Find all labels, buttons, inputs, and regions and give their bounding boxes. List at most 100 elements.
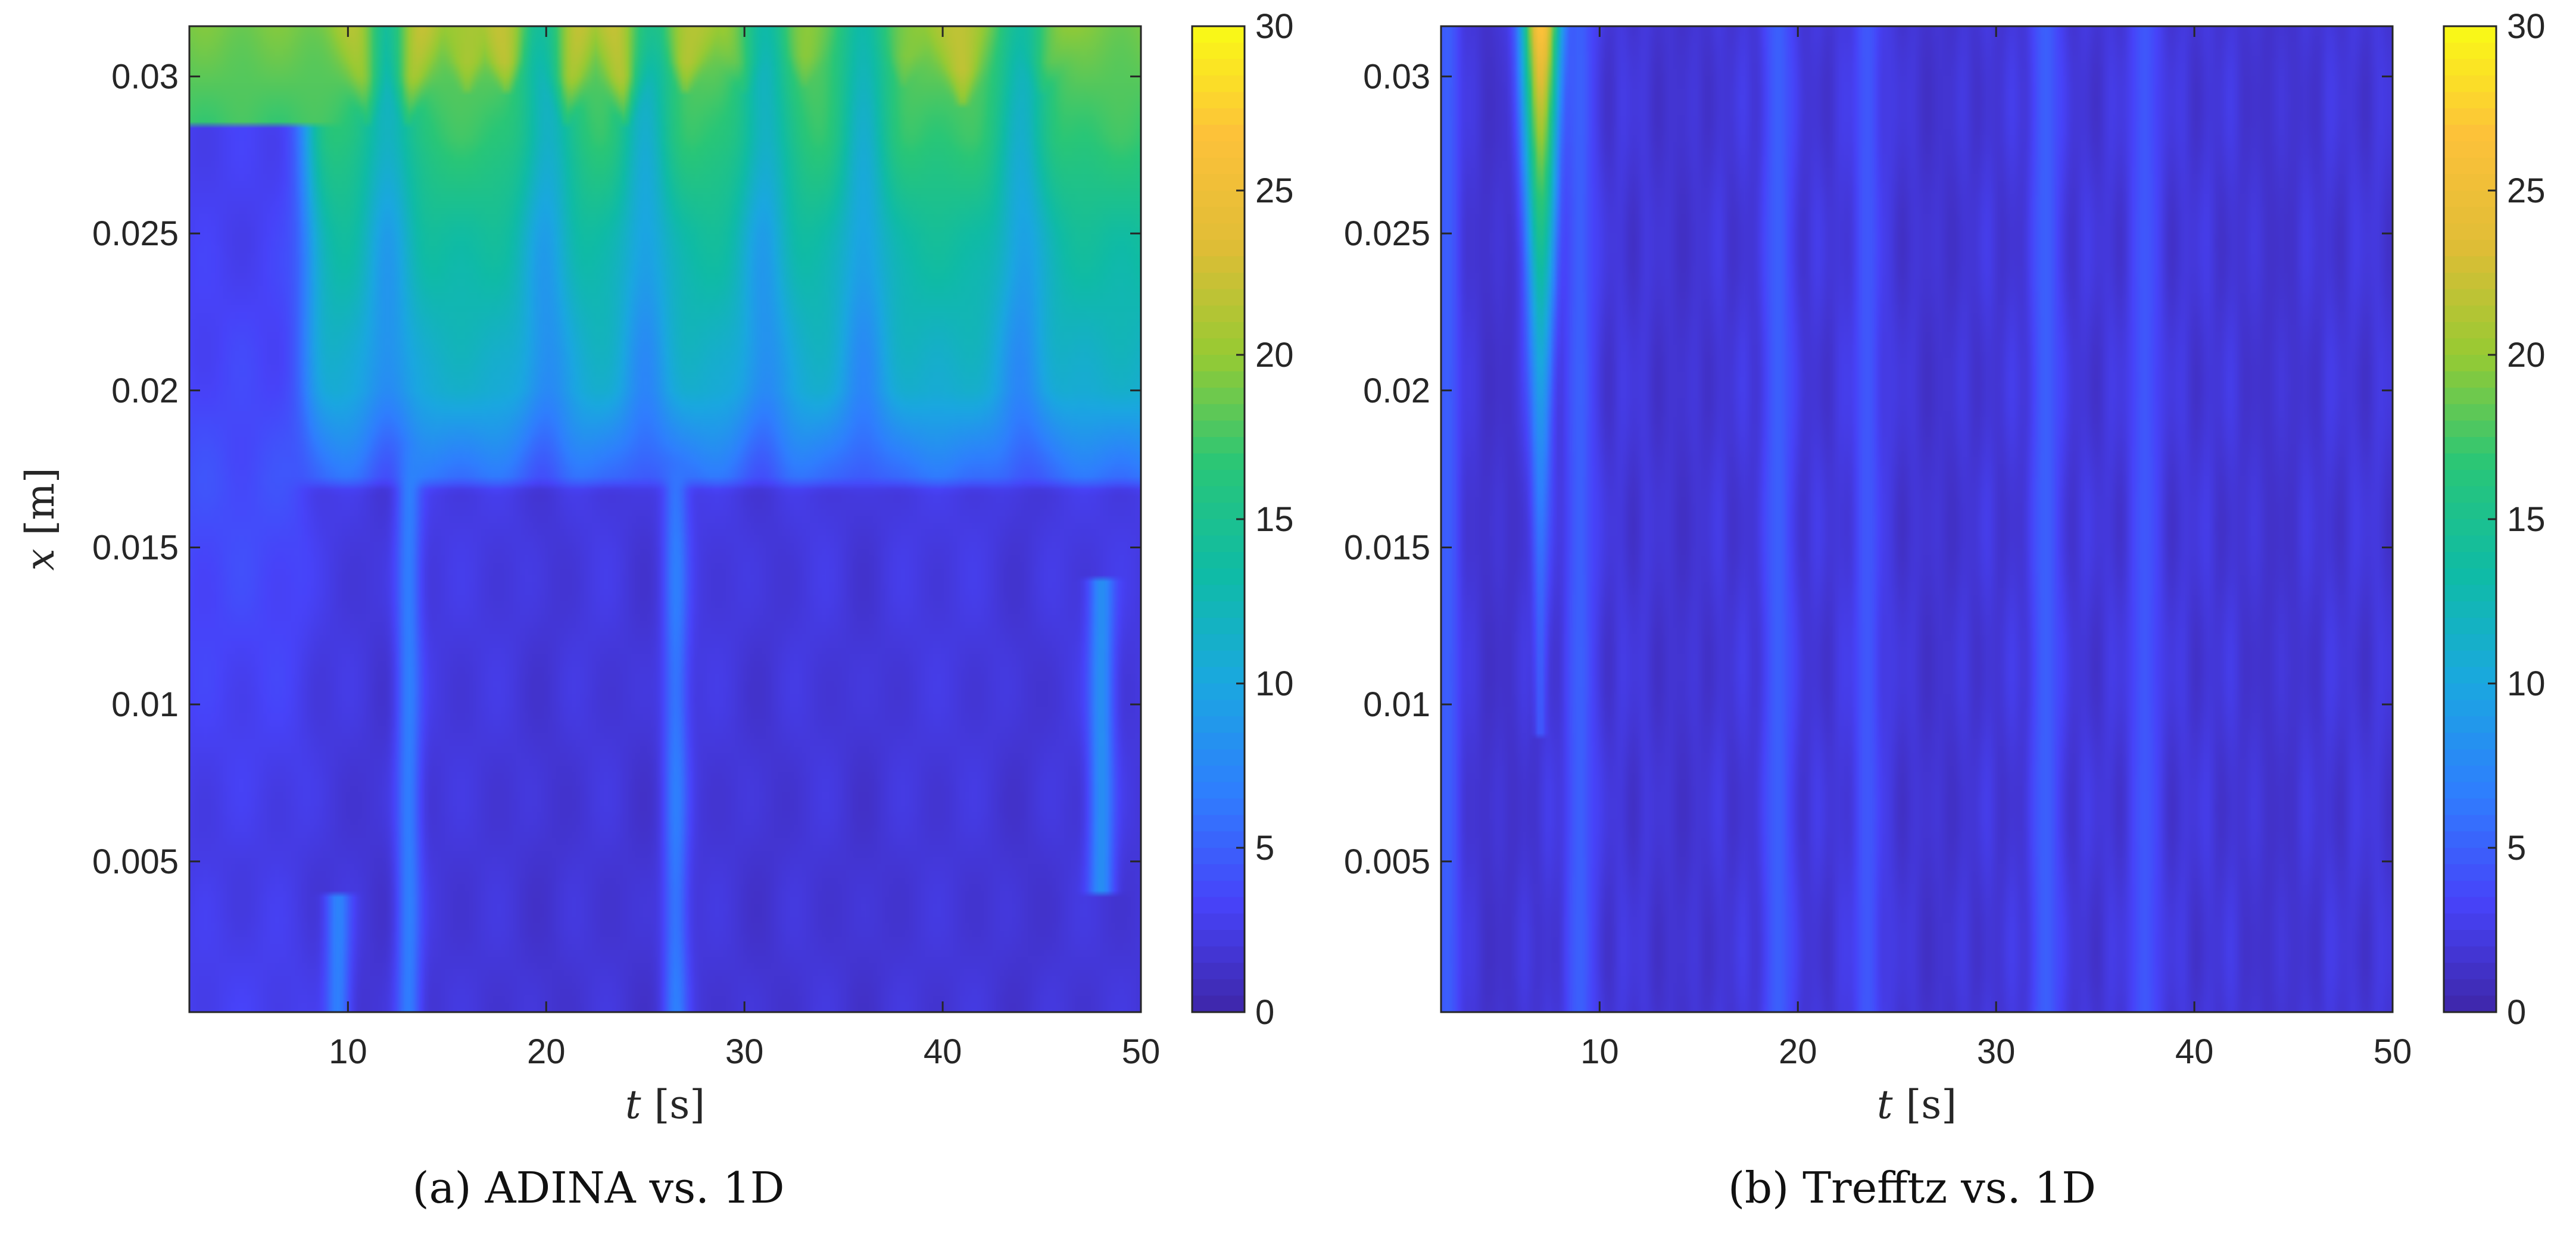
colorbar-segment xyxy=(1192,388,1245,405)
x-tick-label: 50 xyxy=(1122,1032,1161,1071)
colorbar-segment xyxy=(2444,355,2496,372)
colorbar-segment xyxy=(1192,881,1245,898)
colorbar-tick-label: 5 xyxy=(1255,829,1274,867)
colorbar-segment xyxy=(2444,75,2496,93)
colorbar-segment xyxy=(2444,305,2496,323)
colorbar-segment xyxy=(1192,568,1245,586)
colorbar-segment xyxy=(2444,732,2496,750)
colorbar-segment xyxy=(1192,913,1245,931)
colorbar-segment xyxy=(1192,798,1245,816)
colorbar-segment xyxy=(2444,585,2496,602)
colorbar-tick-label: 15 xyxy=(2507,500,2546,539)
x-tick-label: 40 xyxy=(2175,1032,2214,1071)
colorbar-segment xyxy=(2444,470,2496,487)
colorbar-segment xyxy=(1192,716,1245,733)
colorbar-segment xyxy=(1192,650,1245,668)
colorbar-segment xyxy=(2444,716,2496,733)
y-tick-label: 0.005 xyxy=(1344,842,1430,881)
x-tick-label: 30 xyxy=(1977,1032,2016,1071)
colorbar-segment xyxy=(1192,897,1245,914)
colorbar-segment xyxy=(2444,223,2496,241)
colorbar-segment xyxy=(1192,223,1245,241)
colorbar-segment xyxy=(2444,124,2496,142)
colorbar-segment xyxy=(2444,141,2496,158)
colorbar-segment xyxy=(2444,749,2496,766)
colorbar-segment xyxy=(2444,881,2496,898)
colorbar-segment xyxy=(1192,59,1245,76)
colorbar-tick-label: 0 xyxy=(1255,993,1274,1032)
colorbar-tick-label: 0 xyxy=(2507,993,2526,1032)
colorbar-segment xyxy=(2444,782,2496,800)
colorbar-segment xyxy=(1192,256,1245,273)
colorbar-segment xyxy=(2444,864,2496,882)
colorbar-segment xyxy=(1192,108,1245,126)
colorbar-tick-label: 10 xyxy=(1255,664,1294,703)
plot-frame xyxy=(1440,25,2394,1013)
colorbar-segment xyxy=(1192,124,1245,142)
colorbar-segment xyxy=(1192,782,1245,800)
colorbar-segment xyxy=(1192,420,1245,438)
colorbar-segment xyxy=(2444,552,2496,569)
plot-frame xyxy=(188,25,1142,1013)
colorbar-segment xyxy=(2444,207,2496,224)
y-tick-label: 0.01 xyxy=(1363,685,1430,724)
colorbar-segment xyxy=(2444,814,2496,832)
colorbar-segment xyxy=(1192,371,1245,389)
colorbar-segment xyxy=(2444,650,2496,668)
colorbar-segment xyxy=(1192,519,1245,536)
colorbar-segment xyxy=(1192,667,1245,684)
colorbar-segment xyxy=(1192,355,1245,372)
y-tick-label: 0.025 xyxy=(1344,214,1430,253)
colorbar-segment xyxy=(1192,963,1245,980)
colorbar-segment xyxy=(1192,502,1245,520)
colorbar-segment xyxy=(1192,289,1245,307)
y-axis-label: x [m] xyxy=(17,467,63,570)
x-tick-label: 20 xyxy=(1779,1032,1817,1071)
colorbar-segment xyxy=(2444,913,2496,931)
colorbar-segment xyxy=(2444,667,2496,684)
colorbar-segment xyxy=(1192,453,1245,471)
y-tick-label: 0.02 xyxy=(111,372,179,410)
colorbar-segment xyxy=(1192,864,1245,882)
x-axis-unit: [s] xyxy=(1906,1082,1957,1128)
colorbar-segment xyxy=(1192,585,1245,602)
colorbar-tick-label: 25 xyxy=(1255,171,1294,210)
colorbar-segment xyxy=(1192,174,1245,191)
colorbar-segment xyxy=(2444,437,2496,454)
colorbar-segment xyxy=(1192,239,1245,257)
colorbar-segment xyxy=(1192,617,1245,635)
colorbar-segment xyxy=(2444,979,2496,997)
colorbar-segment xyxy=(2444,930,2496,947)
colorbar-segment xyxy=(1192,157,1245,175)
colorbar-segment xyxy=(2444,59,2496,76)
x-axis-variable: t xyxy=(1877,1082,1893,1128)
y-tick-label: 0.01 xyxy=(111,685,179,724)
colorbar-segment xyxy=(1192,995,1245,1013)
colorbar-segment xyxy=(1192,930,1245,947)
colorbar-segment xyxy=(1192,141,1245,158)
colorbar-tick-label: 10 xyxy=(2507,664,2546,703)
y-tick-label: 0.03 xyxy=(111,57,179,96)
x-tick-label: 30 xyxy=(725,1032,764,1071)
y-tick-label: 0.005 xyxy=(92,842,179,881)
colorbar-segment xyxy=(1192,766,1245,783)
colorbar-segment xyxy=(2444,26,2496,43)
colorbar-segment xyxy=(2444,683,2496,701)
colorbar-segment xyxy=(1192,732,1245,750)
colorbar-segment xyxy=(2444,453,2496,471)
colorbar-segment xyxy=(1192,338,1245,355)
colorbar-segment xyxy=(2444,42,2496,60)
colorbar-segment xyxy=(1192,700,1245,717)
colorbar-segment xyxy=(1192,321,1245,339)
colorbar-tick-label: 5 xyxy=(2507,829,2526,867)
colorbar-segment xyxy=(2444,831,2496,848)
colorbar-segment xyxy=(1192,470,1245,487)
x-tick-label: 40 xyxy=(924,1032,962,1071)
colorbar-segment xyxy=(2444,338,2496,355)
colorbar-segment xyxy=(1192,42,1245,60)
colorbar-segment xyxy=(2444,946,2496,964)
colorbar-segment xyxy=(2444,157,2496,175)
colorbar-segment xyxy=(1192,634,1245,651)
